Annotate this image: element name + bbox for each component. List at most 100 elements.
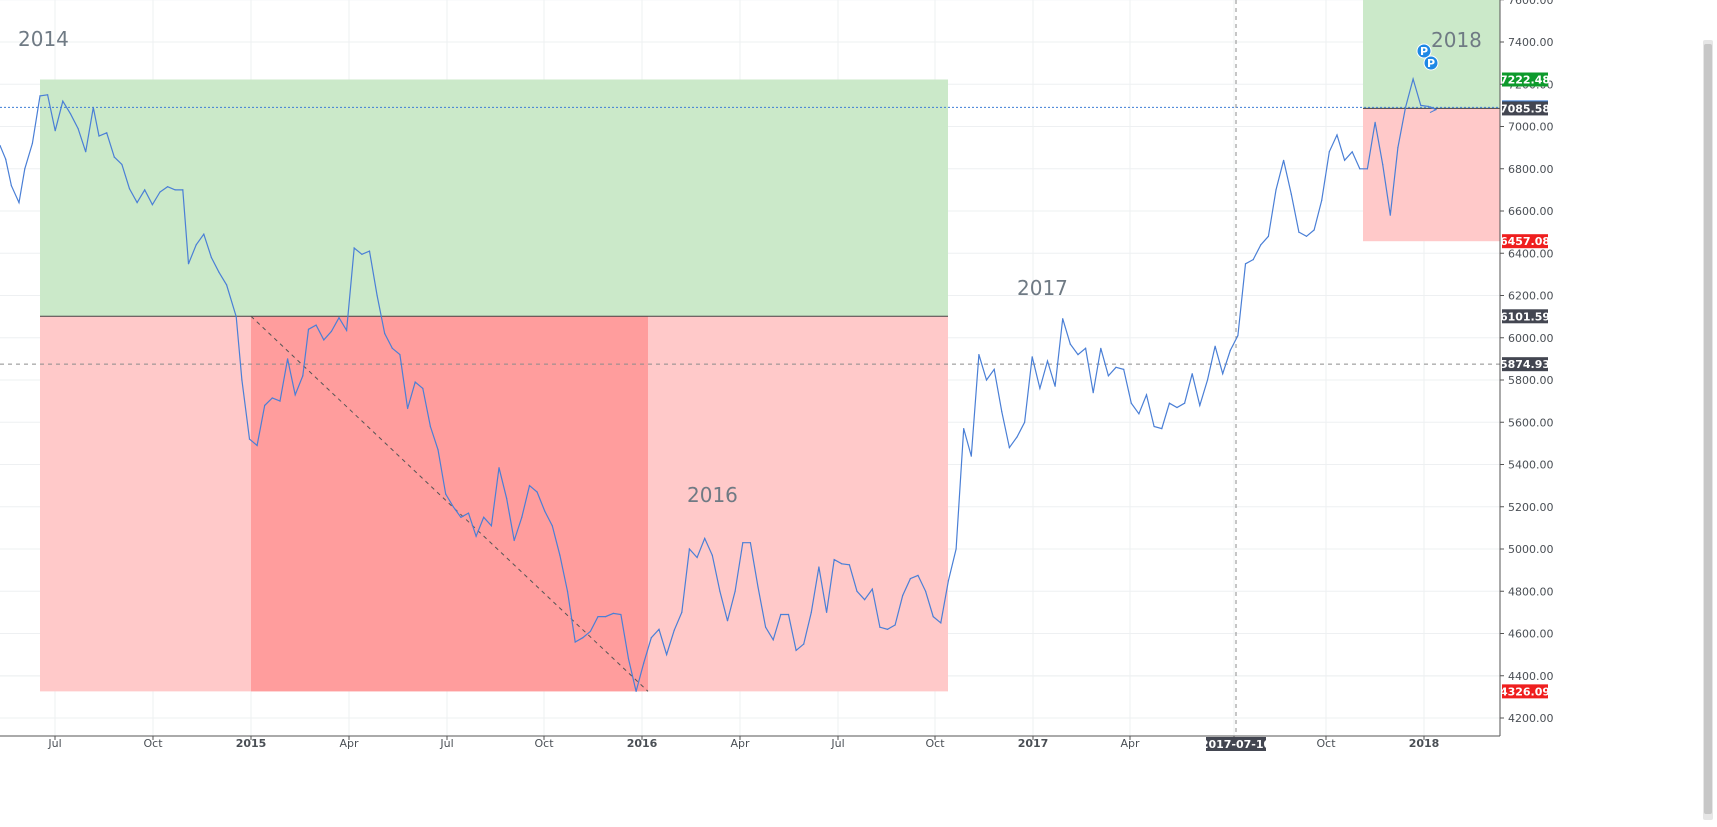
price-point (69, 113, 72, 115)
y-tick-label: 4800.00 (1508, 585, 1554, 598)
price-badges: 2017-07-107222.487090.507085.586457.0861… (1201, 72, 1550, 751)
price-badge (1502, 101, 1548, 116)
price-point (765, 626, 767, 628)
price-point (506, 497, 508, 499)
price-point (0, 144, 1, 147)
price-point (210, 256, 212, 259)
price-point (1222, 373, 1224, 375)
price-point (136, 202, 138, 204)
price-point (734, 590, 736, 592)
price-point (1008, 447, 1011, 449)
price-point (159, 191, 161, 193)
price-point (947, 580, 950, 582)
price-badge-label: 6101.59 (1500, 310, 1550, 323)
x-tick-label: Jul (47, 737, 61, 750)
price-point (1427, 105, 1429, 107)
price-point (925, 590, 927, 592)
price-point (1214, 345, 1216, 347)
price-point (1085, 347, 1087, 349)
price-point (772, 639, 774, 641)
marker-label: P (1427, 57, 1435, 70)
price-point (1275, 189, 1277, 191)
price-point (39, 95, 41, 97)
price-point (1283, 159, 1285, 161)
price-point (1404, 106, 1407, 109)
x-tick-label: Oct (534, 737, 554, 750)
price-point (1123, 368, 1125, 370)
price-point (589, 630, 592, 633)
price-point (643, 662, 645, 664)
price-point (1336, 134, 1338, 136)
y-tick-label: 5600.00 (1508, 416, 1554, 429)
price-point (113, 156, 115, 158)
price-point (1054, 385, 1056, 387)
price-point (1031, 356, 1033, 358)
price-point (1176, 406, 1178, 409)
price-point (346, 329, 348, 331)
price-point (993, 368, 995, 370)
price-point (1100, 347, 1102, 349)
profit-zone (40, 79, 948, 317)
vertical-scrollbar[interactable] (1703, 40, 1713, 820)
year-annotation: 2014 (18, 27, 69, 51)
price-point (658, 628, 660, 630)
price-point (307, 328, 310, 330)
price-badge (1502, 684, 1548, 699)
price-point (673, 629, 675, 631)
price-point (287, 358, 289, 360)
price-point (970, 455, 972, 457)
scrollbar-thumb[interactable] (1704, 44, 1712, 814)
price-point (513, 539, 515, 542)
price-point (361, 253, 363, 255)
price-point (399, 354, 401, 356)
price-point (452, 506, 454, 508)
price-point (696, 556, 698, 559)
series-end-arrow (1429, 106, 1438, 114)
price-point (31, 142, 33, 144)
price-point (483, 516, 485, 518)
price-point (445, 493, 447, 495)
price-point (490, 525, 492, 527)
price-point (886, 628, 889, 630)
price-point (195, 244, 197, 246)
x-tick-label: Jul (830, 737, 844, 750)
event-marker[interactable]: P (1416, 43, 1432, 59)
x-tick-label: Oct (143, 737, 163, 750)
x-tick-label: Apr (730, 737, 750, 750)
price-point (279, 400, 281, 402)
price-point (1168, 402, 1170, 404)
price-point (1321, 199, 1323, 201)
price-point (323, 339, 325, 341)
price-point (271, 397, 273, 399)
price-point (627, 658, 630, 660)
price-point (1389, 214, 1391, 216)
marker-circle (1423, 55, 1439, 71)
price-point (879, 626, 881, 628)
price-point (917, 574, 919, 577)
price-point (203, 233, 205, 235)
price-point (940, 622, 942, 624)
loss-zone-2018 (1363, 108, 1500, 242)
price-point (151, 204, 153, 206)
price-point (167, 186, 169, 188)
price-point (437, 449, 439, 451)
price-point (1305, 235, 1308, 237)
range-zones (40, 0, 1500, 692)
price-point (1290, 193, 1292, 195)
price-point (1077, 354, 1079, 356)
price-point (1374, 121, 1376, 123)
price-point (368, 250, 371, 252)
event-marker[interactable]: P (1423, 55, 1439, 71)
price-point (182, 189, 184, 191)
price-point (787, 613, 790, 616)
series (0, 76, 1438, 693)
price-point (241, 379, 243, 381)
y-tick-label: 4400.00 (1508, 670, 1554, 683)
price-point (1244, 263, 1247, 265)
price-point (894, 624, 896, 626)
price-point (536, 491, 538, 493)
price-point (719, 590, 721, 592)
